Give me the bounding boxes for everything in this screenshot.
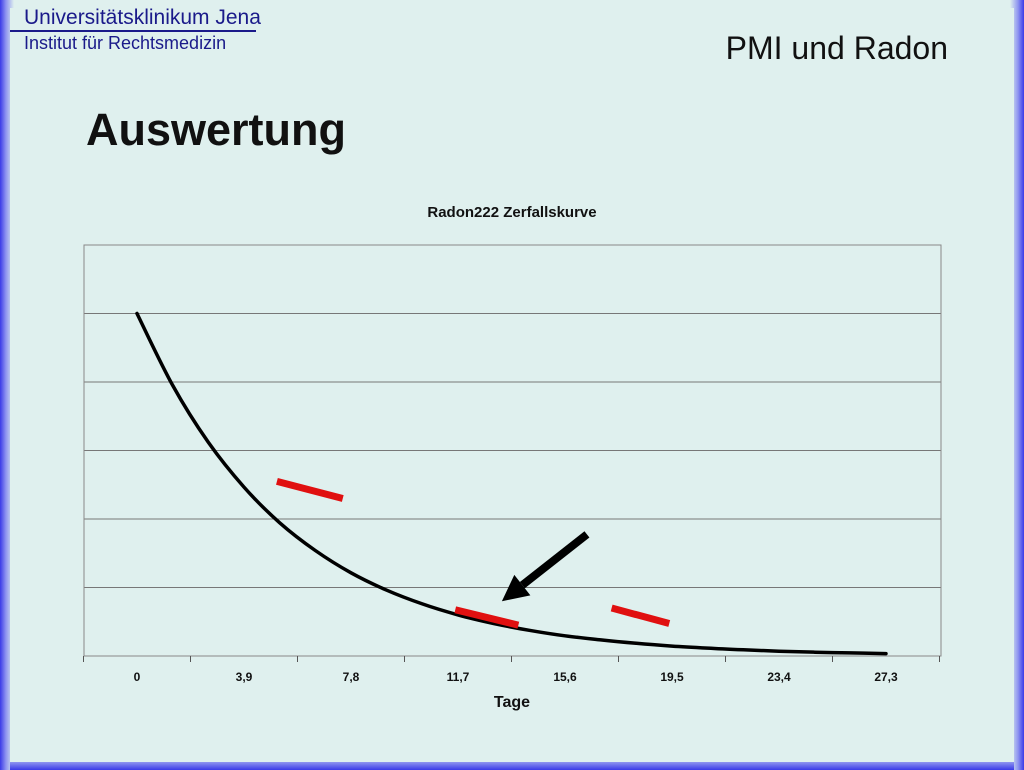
arrow-shaft: [519, 531, 590, 589]
x-tick-label: 0: [134, 670, 141, 684]
page-title: Auswertung: [86, 104, 347, 155]
red-marker: [276, 477, 344, 502]
red-marker: [610, 604, 671, 627]
x-tick-label: 23,4: [767, 670, 791, 684]
x-tick-label: 3,9: [236, 670, 253, 684]
plot-area-border: [83, 244, 942, 657]
decay-curve-line: [135, 311, 888, 656]
arrow-head-icon: [501, 574, 531, 602]
red-marker: [454, 606, 520, 629]
topic-title: PMI und Radon: [725, 30, 948, 66]
brand-divider: [10, 30, 256, 32]
department-name: Institut für Rechtsmedizin: [24, 33, 227, 53]
x-tick-label: 7,8: [343, 670, 360, 684]
x-tick-label: 19,5: [660, 670, 684, 684]
institution-name: Universitätsklinikum Jena: [24, 6, 261, 29]
x-tick-label: 27,3: [874, 670, 898, 684]
x-tick-label: 15,6: [553, 670, 577, 684]
x-axis-label: Tage: [494, 694, 530, 711]
chart-title: Radon222 Zerfallskurve: [427, 204, 596, 221]
slide: [10, 8, 1014, 770]
x-tick-label: 11,7: [447, 670, 470, 684]
